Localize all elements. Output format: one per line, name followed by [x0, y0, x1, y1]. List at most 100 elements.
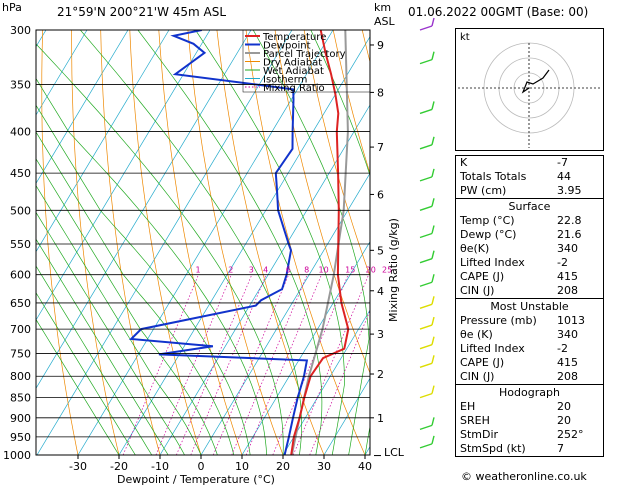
surface-key: CIN (J): [460, 284, 495, 297]
km-tick-label: 8: [377, 86, 384, 99]
hodograph-section: Hodograph EH 20 SREH 20 StmDir 252° StmSpd (kt…: [456, 384, 603, 456]
hodo-row: StmDir 252°: [456, 428, 603, 442]
wind-barb-shaft: [419, 108, 433, 115]
dry-adiabat-line: [129, 30, 202, 455]
surface-key: Dewp (°C): [460, 228, 517, 241]
km-tick-label: 1: [377, 412, 384, 425]
km-tick-label: 6: [377, 188, 384, 201]
dry-adiabat-line: [332, 30, 370, 175]
mu-key: CIN (J): [460, 370, 495, 383]
surface-section: Surface Temp (°C) 22.8 Dewp (°C) 21.6 θe(K) 3…: [456, 198, 603, 298]
hodograph-svg: kt: [458, 32, 601, 148]
wet-adiabat-line: [36, 77, 267, 455]
mu-value: 340: [557, 328, 578, 341]
top-key: K: [460, 156, 468, 169]
mu-row: CIN (J) 208: [456, 370, 603, 384]
hodograph-trace: [521, 69, 550, 94]
legend-label: Isotherm: [263, 75, 307, 86]
wind-barb-flag: [431, 136, 435, 145]
indices-table: K -7 Totals Totals 44 PW (cm) 3.95 Surface Te…: [455, 155, 604, 457]
most-unstable-section: Most Unstable Pressure (mb) 1013 θe (K) 340…: [456, 298, 603, 384]
mixing-ratio-label: 25: [382, 266, 392, 275]
hodo-key: StmSpd (kt): [460, 442, 526, 455]
pressure-tick-label: 950: [10, 431, 31, 444]
x-tick-label: 0: [198, 460, 205, 473]
surface-value: 22.8: [557, 214, 582, 227]
isotherm-line: [323, 377, 370, 455]
pressure-tick-label: 400: [10, 126, 31, 139]
surface-key: CAPE (J): [460, 270, 505, 283]
mu-value: 208: [557, 370, 578, 383]
x-tick-label: 20: [276, 460, 290, 473]
mixing-ratio-line: [245, 274, 322, 455]
surface-key: Lifted Index: [460, 256, 525, 269]
pressure-tick-label: 500: [10, 204, 31, 217]
dry-adiabat-line: [303, 30, 370, 278]
surface-row: CIN (J) 208: [456, 284, 603, 298]
mu-row: CAPE (J) 415: [456, 356, 603, 370]
top-key: PW (cm): [460, 184, 507, 197]
isotherm-line: [36, 30, 293, 455]
dry-adiabat-line: [624, 30, 629, 455]
legend-label: Dry Adiabat: [263, 58, 322, 69]
mu-row: θe (K) 340: [456, 328, 603, 342]
wind-barb-shaft: [419, 144, 433, 150]
surface-key: Temp (°C): [460, 214, 515, 227]
mu-row: Pressure (mb) 1013: [456, 314, 603, 328]
wind-barb-shaft: [419, 392, 433, 399]
wet-adiabat-line: [36, 318, 120, 455]
hodograph-panel: kt: [455, 28, 604, 151]
lcl-label: LCL: [384, 446, 405, 459]
plot-area: 3003504004505005506006507007508008509009…: [3, 24, 629, 473]
asl-label: ASL: [374, 15, 396, 28]
pressure-tick-label: 850: [10, 392, 31, 405]
wind-barb-flag: [431, 417, 435, 426]
mixing-ratio-label: 8: [304, 266, 309, 275]
isotherm-line: [200, 172, 370, 455]
legend-label: Wet Adiabat: [263, 66, 324, 77]
hodo-key: EH: [460, 400, 476, 413]
plot-frame: [35, 29, 371, 456]
mixing-ratio-label: 20: [366, 266, 376, 275]
footer-credit[interactable]: © weatheronline.co.uk: [461, 470, 587, 483]
pressure-tick-label: 650: [10, 297, 31, 310]
km-tick-label: 3: [377, 328, 384, 341]
wind-barb-shaft: [419, 58, 433, 65]
hodo-row: SREH 20: [456, 414, 603, 428]
mixing-ratio-axis-label: Mixing Ratio (g/kg): [387, 218, 400, 322]
isotherm-line: [118, 35, 370, 455]
mu-value: -2: [557, 342, 568, 355]
surface-value: 415: [557, 270, 578, 283]
isotherm-line: [282, 309, 370, 455]
surface-value: 340: [557, 242, 578, 255]
hodo-key: SREH: [460, 414, 490, 427]
wind-barb-shaft: [419, 232, 433, 239]
top-row: K -7: [456, 156, 603, 170]
mu-key: CAPE (J): [460, 356, 505, 369]
temperature-line: [290, 30, 350, 455]
hodo-value: 7: [557, 442, 564, 455]
wind-barb-flag: [431, 17, 435, 27]
legend-label: Dewpoint: [263, 41, 311, 52]
wind-barb-flag: [431, 51, 435, 60]
mixing-ratio-line: [231, 274, 308, 455]
hodo-row: EH 20: [456, 400, 603, 414]
wind-barb-shaft: [419, 176, 433, 182]
wind-barb-shaft: [419, 424, 433, 431]
km-label: km: [374, 1, 391, 14]
mixing-ratio-label: 4: [263, 266, 268, 275]
hodograph-title: Hodograph: [499, 386, 560, 399]
x-tick-label: 30: [317, 460, 331, 473]
top-row: Totals Totals 44: [456, 170, 603, 184]
pressure-tick-label: 450: [10, 167, 31, 180]
wind-barb-flag: [431, 168, 435, 178]
isotherm-line: [36, 30, 170, 253]
mixing-ratio-line: [176, 274, 253, 455]
surface-value: 21.6: [557, 228, 582, 241]
mixing-ratio-line: [190, 274, 267, 455]
wind-barb-shaft: [419, 25, 433, 31]
legend-label: Temperature: [262, 32, 326, 43]
wind-barbs: [419, 17, 435, 449]
top-value: 44: [557, 170, 571, 183]
